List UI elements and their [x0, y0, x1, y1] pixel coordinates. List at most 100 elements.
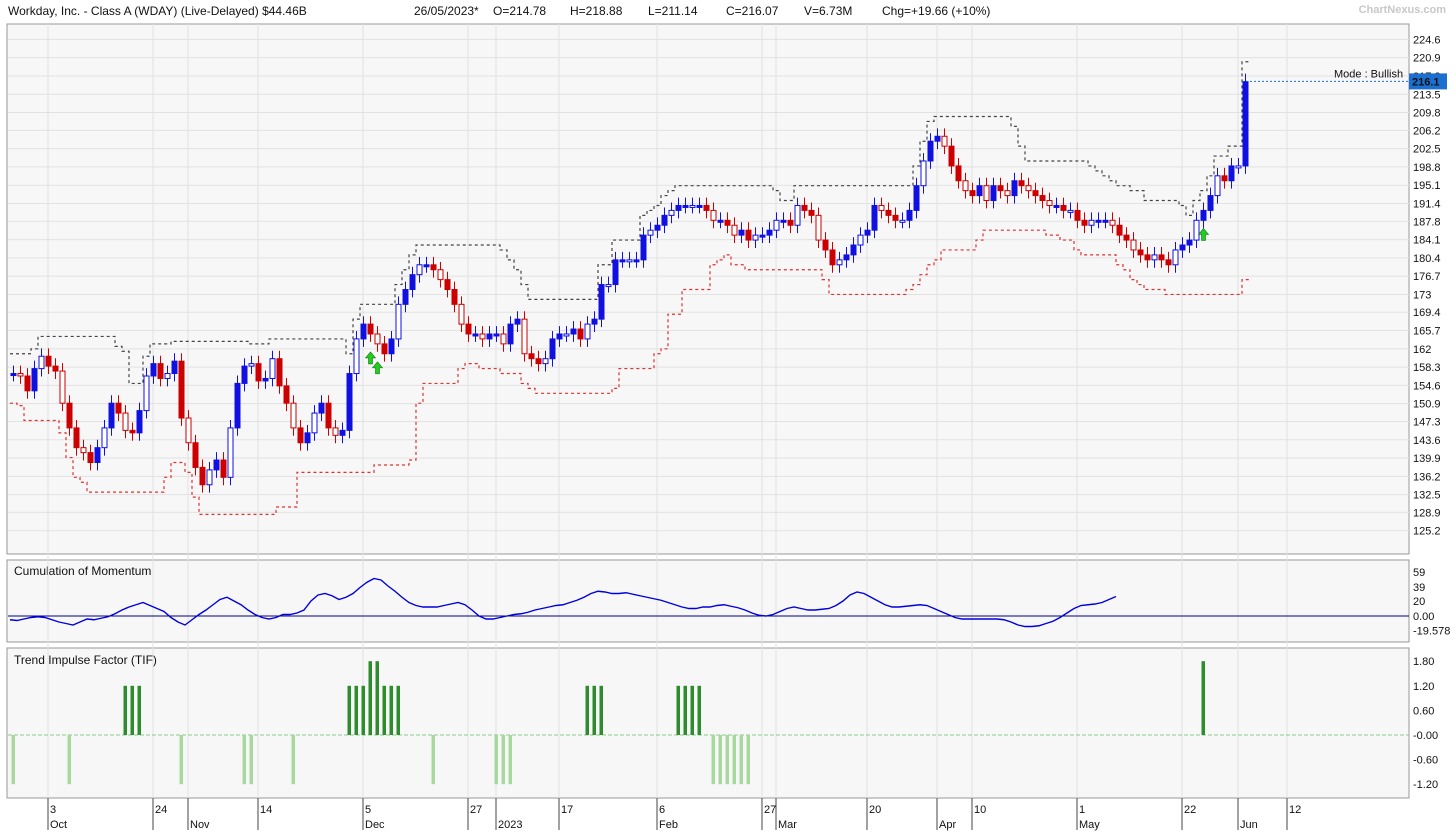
candle-body	[710, 209, 717, 221]
candle-body	[423, 264, 430, 268]
candle-body	[241, 365, 248, 384]
tif-y-tick: 1.80	[1413, 656, 1434, 668]
candle-body	[990, 185, 997, 202]
price-y-tick: 187.8	[1413, 216, 1441, 228]
candle-body	[374, 333, 381, 345]
candle-body	[1046, 200, 1053, 206]
candle-body	[577, 328, 584, 340]
price-y-tick: 125.2	[1413, 526, 1441, 538]
x-tick-label: 5	[365, 804, 371, 816]
candle-body	[1235, 165, 1242, 169]
tif-bar	[508, 735, 512, 785]
candle-body	[1214, 175, 1221, 197]
momentum-panel-title: Cumulation of Momentum	[14, 564, 151, 578]
ohlc-volume: V=6.73M	[804, 4, 853, 18]
tif-bar	[690, 685, 694, 735]
candle-body	[213, 459, 220, 471]
upper-band-line	[10, 61, 1249, 385]
ohlc-high: H=218.88	[570, 4, 623, 18]
candle-body	[661, 214, 668, 226]
candle-body	[500, 333, 507, 345]
candle-body	[157, 363, 164, 379]
candle-body	[346, 373, 353, 431]
candle-body	[199, 466, 206, 486]
x-tick-sublabel: 2023	[498, 819, 522, 831]
price-y-tick: 169.4	[1413, 307, 1441, 319]
candle-body	[122, 412, 129, 431]
ohlc-open: O=214.78	[493, 4, 547, 18]
tif-bar	[676, 685, 680, 735]
candle-body	[1221, 175, 1228, 182]
candle-body	[269, 358, 276, 379]
candle-body	[654, 224, 661, 231]
tif-bar	[249, 735, 253, 785]
tif-bar	[592, 685, 596, 735]
candle-body	[150, 363, 157, 377]
candle-body	[409, 274, 416, 290]
price-y-tick: 139.9	[1413, 453, 1441, 465]
candle-body	[1025, 185, 1032, 192]
candle-body	[724, 219, 731, 226]
price-y-tick: 224.6	[1413, 34, 1441, 46]
candle-body	[822, 239, 829, 251]
candle-body	[815, 214, 822, 241]
candle-body	[136, 410, 143, 434]
candle-body	[395, 303, 402, 340]
candle-body	[633, 259, 640, 263]
buy-arrow-icon	[1197, 227, 1210, 241]
tif-bar	[361, 685, 365, 735]
candle-body	[619, 259, 626, 263]
ohlc-date: 26/05/2023*	[414, 4, 479, 18]
candle-body	[745, 229, 752, 241]
candle-body	[10, 373, 17, 377]
candle-body	[801, 204, 808, 211]
candle-body	[45, 355, 52, 367]
candle-body	[759, 234, 766, 238]
candle-body	[920, 160, 927, 187]
momentum-panel	[6, 559, 1410, 643]
tif-bar	[431, 735, 435, 785]
candle-body	[360, 323, 367, 340]
candle-body	[507, 323, 514, 345]
tif-bar	[123, 685, 127, 735]
tif-bar	[11, 735, 15, 785]
tif-bar	[347, 685, 351, 735]
x-tick-sublabel: Jun	[1240, 819, 1258, 831]
candle-body	[647, 229, 654, 236]
momentum-y-tick: 39	[1413, 582, 1425, 594]
x-tick-label: 14	[260, 804, 272, 816]
candle-body	[465, 323, 472, 335]
x-tick-label: 27	[764, 804, 776, 816]
candle-body	[584, 323, 591, 340]
candle-body	[192, 442, 199, 468]
price-y-tick: 162	[1413, 344, 1431, 356]
x-tick-label: 17	[561, 804, 573, 816]
candle-body	[1193, 219, 1200, 241]
candle-body	[857, 234, 864, 246]
tif-bar	[697, 685, 701, 735]
candle-body	[290, 402, 297, 429]
candle-body	[878, 204, 885, 211]
candle-body	[1053, 204, 1060, 208]
candle-body	[164, 373, 171, 379]
candle-body	[283, 385, 290, 404]
price-y-tick: 143.6	[1413, 435, 1441, 447]
candle-body	[108, 402, 115, 429]
candle-body	[997, 185, 1004, 192]
candle-body	[220, 459, 227, 478]
candle-body	[808, 209, 815, 216]
tif-bar	[501, 735, 505, 785]
tif-bar	[130, 685, 134, 735]
x-tick-sublabel: Mar	[778, 819, 797, 831]
candle-body	[885, 209, 892, 216]
tif-bar	[375, 661, 379, 735]
price-y-tick: 132.5	[1413, 490, 1441, 502]
candle-body	[129, 429, 136, 434]
candle-body	[94, 447, 101, 463]
candle-body	[31, 368, 38, 392]
candle-body	[780, 219, 787, 223]
tif-y-tick: -0.60	[1413, 755, 1438, 767]
ohlc-low: L=211.14	[648, 4, 698, 18]
candle-body	[1186, 239, 1193, 246]
